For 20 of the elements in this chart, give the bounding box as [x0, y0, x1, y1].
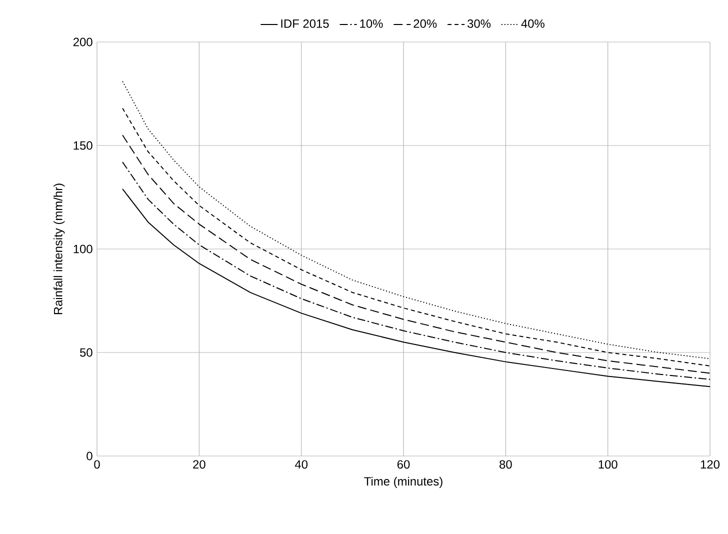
- legend-label: IDF 2015: [281, 19, 329, 28]
- y-tick-label: 100: [74, 244, 92, 254]
- x-tick-label: 80: [500, 460, 512, 469]
- legend-label: 10%: [360, 19, 383, 28]
- y-axis-title: Rainfall intensity (mm/hr): [54, 184, 65, 314]
- x-tick-label: 100: [598, 460, 618, 469]
- y-tick-label: 200: [73, 38, 92, 46]
- y-tick-label: 50: [80, 348, 92, 357]
- y-tick-label: 0: [86, 452, 92, 460]
- x-tick-label: 120: [700, 460, 720, 469]
- x-tick-label: 40: [294, 460, 308, 469]
- x-tick-label: 60: [397, 460, 410, 469]
- line-series: [122, 188, 710, 388]
- legend-label: 40%: [521, 19, 544, 28]
- x-tick-label: 0: [94, 460, 100, 469]
- x-axis-title: Time (minutes): [364, 476, 442, 488]
- y-tick-label: 150: [74, 141, 92, 150]
- legend-label: 30%: [468, 19, 491, 28]
- legend-label: 20%: [414, 19, 437, 28]
- x-tick-label: 20: [193, 460, 206, 469]
